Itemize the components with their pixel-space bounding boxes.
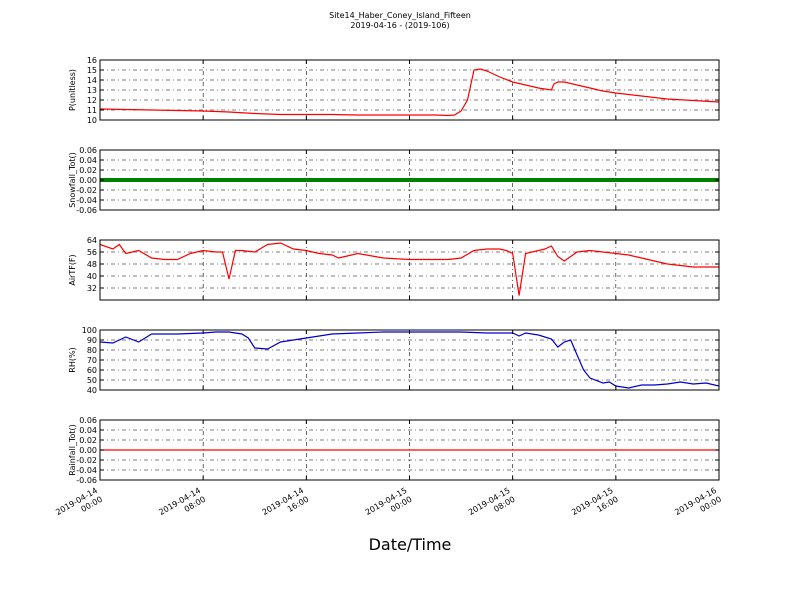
y-tick-label: 90 [87, 336, 97, 345]
y-tick-label: -0.06 [76, 476, 97, 485]
y-tick-label: 0.04 [79, 426, 97, 435]
y-tick-label: 10 [87, 116, 97, 125]
y-tick-label: 12 [87, 96, 97, 105]
y-tick-label: -0.02 [76, 456, 97, 465]
y-axis-label: Rainfall_Tot() [68, 424, 77, 476]
y-tick-label: 100 [82, 326, 97, 335]
y-tick-label: 64 [87, 236, 97, 245]
y-tick-label: 56 [87, 248, 97, 257]
y-tick-label: 60 [87, 366, 97, 375]
series-line [99, 242, 719, 296]
x-axis-label: Date/Time [369, 535, 452, 554]
y-axis-label: Snowfall_Tot() [68, 152, 77, 208]
chart-subtitle: 2019-04-16 - (2019-106) [350, 21, 450, 30]
y-tick-label: 15 [87, 66, 97, 75]
y-axis-label: AirTF(F) [68, 254, 77, 285]
y-tick-label: -0.04 [76, 466, 97, 475]
y-tick-label: 16 [87, 56, 97, 65]
y-tick-label: 11 [87, 106, 97, 115]
y-tick-label: 32 [87, 284, 97, 293]
y-tick-label: 0.02 [79, 436, 97, 445]
y-tick-label: 40 [87, 386, 97, 395]
y-tick-label: -0.04 [76, 196, 97, 205]
y-tick-label: 0.02 [79, 166, 97, 175]
y-tick-label: 40 [87, 272, 97, 281]
y-tick-label: -0.02 [76, 186, 97, 195]
y-tick-label: 0.00 [79, 176, 97, 185]
y-tick-label: 0.06 [79, 146, 97, 155]
y-tick-label: 80 [87, 346, 97, 355]
y-tick-label: 0.06 [79, 416, 97, 425]
y-tick-label: -0.06 [76, 206, 97, 215]
y-tick-label: 48 [87, 260, 97, 269]
y-tick-label: 0.00 [79, 446, 97, 455]
y-axis-label: RH(%) [68, 347, 77, 372]
y-tick-label: 13 [87, 86, 97, 95]
series-line [99, 68, 720, 117]
chart-title: Site14_Haber_Coney_Island_Fifteen [329, 11, 471, 20]
y-axis-label: P(unitless) [68, 69, 77, 111]
y-tick-label: 50 [87, 376, 97, 385]
y-tick-label: 14 [87, 76, 97, 85]
series-line [99, 331, 720, 389]
y-tick-label: 0.04 [79, 156, 97, 165]
y-tick-label: 70 [87, 356, 97, 365]
